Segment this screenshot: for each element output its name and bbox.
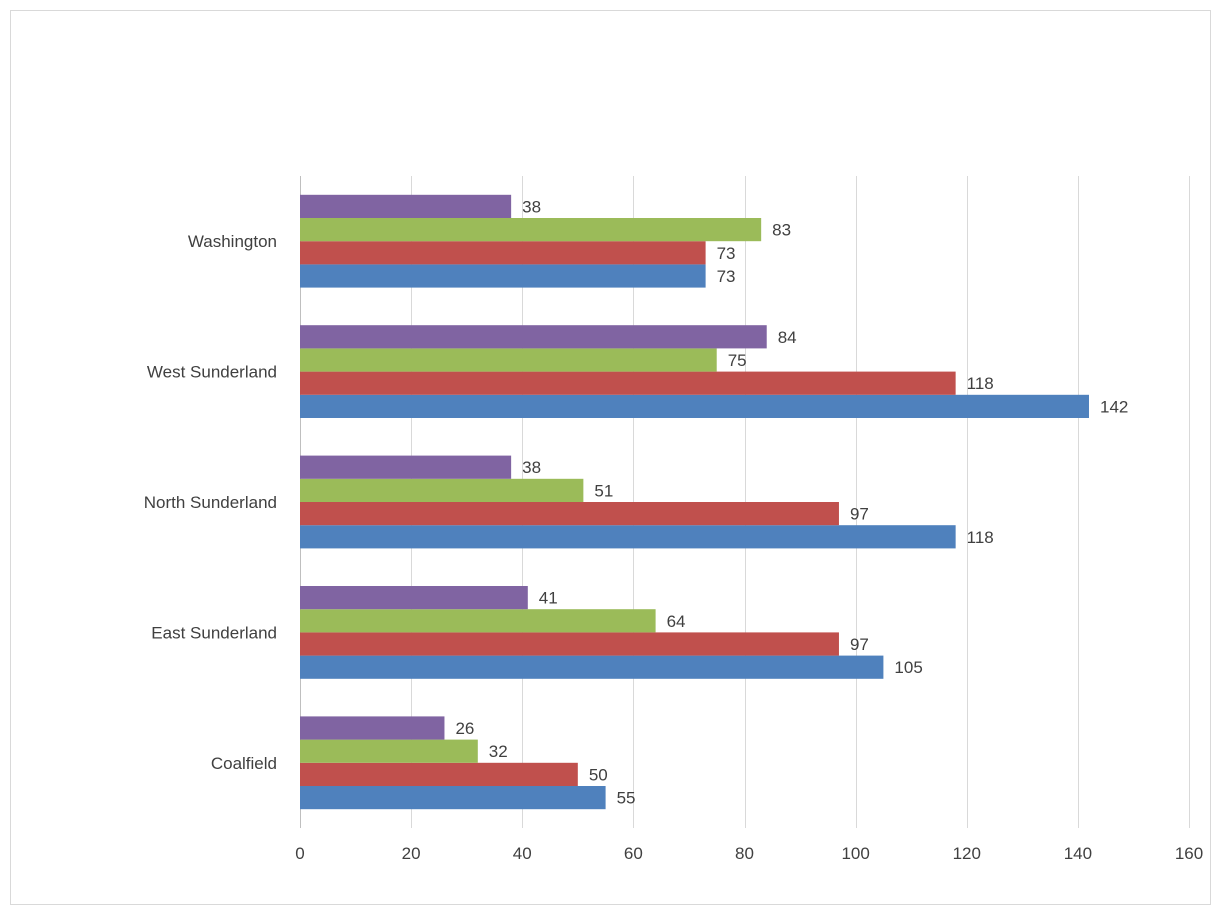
data-label: 118 <box>967 528 994 547</box>
bar <box>300 371 956 395</box>
x-tick-label: 80 <box>735 844 754 863</box>
bar <box>300 609 656 633</box>
x-tick-label: 100 <box>841 844 869 863</box>
data-label: 75 <box>728 351 747 370</box>
data-label: 83 <box>772 221 791 240</box>
category-label: Washington <box>188 232 277 251</box>
bar <box>300 325 767 349</box>
data-labels: 55 50 32 26 105 97 64 41 118 97 51 38 142 118 75 84 73 73… <box>455 197 1128 807</box>
data-label: 50 <box>589 765 608 784</box>
x-tick-label: 120 <box>953 844 981 863</box>
data-label: 51 <box>594 481 613 500</box>
data-label: 73 <box>717 244 736 263</box>
bar <box>300 786 606 810</box>
bar <box>300 632 839 656</box>
bar <box>300 394 1089 418</box>
data-label: 97 <box>850 505 869 524</box>
x-tick-label: 160 <box>1175 844 1203 863</box>
data-label: 38 <box>522 197 541 216</box>
bar <box>300 348 717 372</box>
data-label: 105 <box>894 658 922 677</box>
x-tick-label: 0 <box>295 844 304 863</box>
category-label: West Sunderland <box>147 363 277 382</box>
x-tick-label: 20 <box>402 844 421 863</box>
data-label: 32 <box>489 742 508 761</box>
bar <box>300 264 706 288</box>
category-label: North Sunderland <box>144 493 277 512</box>
data-label: 55 <box>617 789 636 808</box>
bar <box>300 655 884 679</box>
data-label: 97 <box>850 635 869 654</box>
bar <box>300 455 512 479</box>
bar <box>300 525 956 549</box>
bar <box>300 739 478 763</box>
axes: 0 20 40 60 80 100 120 140 160 Coalfield East Sunde… <box>144 232 1203 863</box>
bars <box>300 194 1089 810</box>
chart-area: 55 50 32 26 105 97 64 41 118 97 51 38 142 118 75 84 73 73… <box>10 10 1211 905</box>
data-label: 38 <box>522 458 541 477</box>
category-label: Coalfield <box>211 754 277 773</box>
data-label: 142 <box>1100 397 1128 416</box>
data-label: 26 <box>455 719 474 738</box>
bar <box>300 218 762 242</box>
bar <box>300 716 445 740</box>
data-label: 73 <box>717 267 736 286</box>
data-label: 118 <box>967 374 994 393</box>
bar <box>300 586 528 610</box>
data-label: 64 <box>667 612 686 631</box>
data-label: 84 <box>778 328 797 347</box>
data-label: 41 <box>539 589 558 608</box>
x-tick-label: 60 <box>624 844 643 863</box>
bar <box>300 194 512 218</box>
bar <box>300 762 578 786</box>
bar <box>300 502 839 526</box>
bar <box>300 241 706 265</box>
x-tick-label: 40 <box>513 844 532 863</box>
bar <box>300 478 584 502</box>
category-label: East Sunderland <box>151 623 277 642</box>
x-tick-label: 140 <box>1064 844 1092 863</box>
